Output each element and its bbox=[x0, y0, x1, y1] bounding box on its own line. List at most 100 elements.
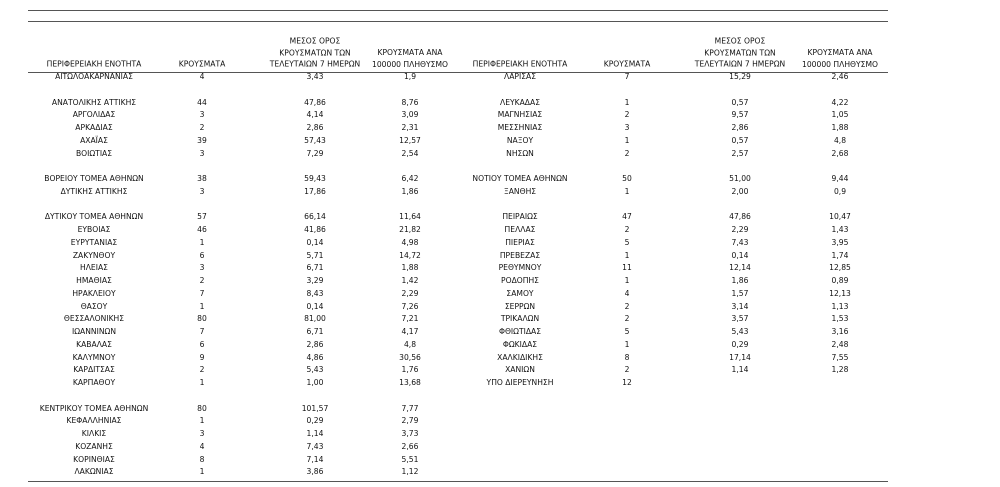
weekly-average: 2,29 bbox=[731, 225, 749, 234]
cases: 2 bbox=[199, 276, 205, 285]
region-name: ΥΠΟ ΔΙΕΡΕΥΝΗΣΗ bbox=[486, 378, 554, 387]
region-name: ΛΕΥΚΑΔΑΣ bbox=[500, 97, 540, 107]
weekly-average: 3,14 bbox=[731, 301, 749, 311]
weekly-average: 59,43 bbox=[304, 174, 326, 183]
cases-per-100k: 12,13 bbox=[829, 288, 851, 298]
cases-per-100k: 7,77 bbox=[401, 403, 419, 413]
rule bbox=[28, 21, 888, 22]
region-name: ΔΥΤΙΚΟΥ ΤΟΜΕΑ ΑΘΗΝΩΝ bbox=[44, 212, 144, 222]
region-name: ΙΩΑΝΝΙΝΩΝ bbox=[71, 327, 117, 336]
rule bbox=[28, 10, 888, 11]
weekly-average: 41,86 bbox=[304, 225, 326, 234]
weekly-average: 0,14 bbox=[306, 301, 324, 311]
cases: 5 bbox=[624, 237, 630, 247]
column-header: ΚΡΟΥΣΜΑΤΑ bbox=[178, 59, 226, 69]
cases-per-100k: 2,66 bbox=[401, 441, 419, 451]
cases: 12 bbox=[622, 378, 632, 387]
cases-per-100k: 1,74 bbox=[831, 250, 849, 260]
cases-per-100k: 6,42 bbox=[401, 174, 419, 183]
weekly-average: 6,71 bbox=[306, 327, 324, 336]
cases: 80 bbox=[197, 314, 207, 324]
cases: 9 bbox=[199, 352, 205, 362]
weekly-average: 47,86 bbox=[304, 97, 326, 107]
cases: 7 bbox=[199, 327, 205, 336]
cases-per-100k: 2,29 bbox=[401, 288, 419, 298]
cases: 5 bbox=[624, 327, 630, 336]
weekly-average: 7,14 bbox=[306, 454, 324, 464]
column-header: ΜΕΣΟΣ ΟΡΟΣ ΚΡΟΥΣΜΑΤΩΝ ΤΩΝ ΤΕΛΕΥΤΑΙΩΝ 7 Η… bbox=[694, 36, 786, 69]
region-name: ΖΑΚΥΝΘΟΥ bbox=[72, 250, 116, 260]
weekly-average: 2,86 bbox=[306, 339, 324, 349]
column-header: ΚΡΟΥΣΜΑΤΑ ΑΝΑ 100000 ΠΛΗΘΥΣΜΟ bbox=[802, 48, 878, 69]
region-name: ΗΡΑΚΛΕΙΟΥ bbox=[72, 288, 116, 298]
cases: 2 bbox=[624, 365, 630, 375]
region-name: ΑΧΑΪΑΣ bbox=[80, 135, 108, 145]
cases: 1 bbox=[199, 301, 205, 311]
region-name: ΚΑΡΠΑΘΟΥ bbox=[72, 378, 116, 387]
cases: 11 bbox=[622, 263, 632, 273]
region-name: ΚΑΛΥΜΝΟΥ bbox=[72, 352, 116, 362]
region-name: ΤΡΙΚΑΛΩΝ bbox=[500, 314, 540, 324]
cases-per-100k: 1,88 bbox=[831, 123, 849, 132]
cases-per-100k: 8,76 bbox=[401, 97, 419, 107]
column-header: ΚΡΟΥΣΜΑΤΑ ΑΝΑ 100000 ΠΛΗΘΥΣΜΟ bbox=[372, 48, 448, 69]
weekly-average: 7,29 bbox=[306, 148, 324, 158]
weekly-average: 17,86 bbox=[304, 186, 326, 196]
column-header: ΜΕΣΟΣ ΟΡΟΣ ΚΡΟΥΣΜΑΤΩΝ ΤΩΝ ΤΕΛΕΥΤΑΙΩΝ 7 Η… bbox=[269, 36, 361, 69]
region-name: ΚΟΖΑΝΗΣ bbox=[75, 441, 113, 451]
region-name: ΚΑΒΑΛΑΣ bbox=[76, 339, 112, 349]
cases: 1 bbox=[624, 250, 630, 260]
weekly-average: 2,86 bbox=[306, 123, 324, 132]
cases-per-100k: 2,79 bbox=[401, 416, 419, 426]
cases: 50 bbox=[622, 174, 632, 183]
cases: 2 bbox=[199, 123, 205, 132]
region-name: ΛΑΡΙΣΑΣ bbox=[504, 72, 536, 81]
weekly-average: 7,43 bbox=[731, 237, 749, 247]
cases: 8 bbox=[199, 454, 205, 464]
weekly-average: 0,57 bbox=[731, 97, 749, 107]
weekly-average: 17,14 bbox=[729, 352, 751, 362]
cases: 7 bbox=[624, 72, 630, 81]
weekly-average: 1,00 bbox=[306, 378, 324, 387]
cases-per-100k: 14,72 bbox=[399, 250, 421, 260]
cases-per-100k: 2,46 bbox=[831, 72, 849, 81]
weekly-average: 1,86 bbox=[731, 276, 749, 285]
cases-per-100k: 13,68 bbox=[399, 378, 421, 387]
region-name: ΡΟΔΟΠΗΣ bbox=[501, 276, 539, 285]
region-name: ΣΑΜΟΥ bbox=[506, 288, 534, 298]
region-name: ΑΙΤΩΛΟΑΚΑΡΝΑΝΙΑΣ bbox=[55, 72, 133, 81]
weekly-average: 101,57 bbox=[301, 403, 329, 413]
region-name: ΔΥΤΙΚΗΣ ΑΤΤΙΚΗΣ bbox=[60, 186, 128, 196]
region-name: ΛΑΚΩΝΙΑΣ bbox=[74, 467, 114, 477]
cases: 6 bbox=[199, 250, 205, 260]
cases-per-100k: 1,12 bbox=[401, 467, 419, 477]
cases-per-100k: 4,8 bbox=[833, 135, 847, 145]
weekly-average: 5,43 bbox=[731, 327, 749, 336]
region-name: ΑΡΚΑΔΙΑΣ bbox=[75, 123, 113, 132]
weekly-average: 3,29 bbox=[306, 276, 324, 285]
weekly-average: 0,29 bbox=[731, 339, 749, 349]
weekly-average: 1,57 bbox=[731, 288, 749, 298]
cases: 4 bbox=[199, 72, 205, 81]
region-name: ΦΘΙΩΤΙΔΑΣ bbox=[498, 327, 542, 336]
region-name: ΠΡΕΒΕΖΑΣ bbox=[499, 250, 541, 260]
cases-per-100k: 3,73 bbox=[401, 429, 419, 438]
region-name: ΘΑΣΟΥ bbox=[80, 301, 108, 311]
cases: 2 bbox=[199, 365, 205, 375]
cases-per-100k: 12,85 bbox=[829, 263, 851, 273]
region-name: ΞΑΝΘΗΣ bbox=[503, 186, 537, 196]
region-name: ΕΥΡΥΤΑΝΙΑΣ bbox=[70, 237, 118, 247]
column-header: ΚΡΟΥΣΜΑΤΑ bbox=[603, 59, 651, 69]
cases-per-100k: 2,48 bbox=[831, 339, 849, 349]
cases: 3 bbox=[199, 148, 205, 158]
cases: 3 bbox=[624, 123, 630, 132]
cases-per-100k: 4,17 bbox=[401, 327, 419, 336]
cases-per-100k: 1,13 bbox=[831, 301, 849, 311]
cases: 1 bbox=[199, 378, 205, 387]
weekly-average: 1,14 bbox=[731, 365, 749, 375]
region-name: ΠΕΛΛΑΣ bbox=[504, 225, 536, 234]
region-name: ΒΟΡΕΙΟΥ ΤΟΜΕΑ ΑΘΗΝΩΝ bbox=[44, 174, 144, 183]
cases-per-100k: 10,47 bbox=[829, 212, 851, 222]
region-name: ΧΑΛΚΙΔΙΚΗΣ bbox=[497, 352, 543, 362]
